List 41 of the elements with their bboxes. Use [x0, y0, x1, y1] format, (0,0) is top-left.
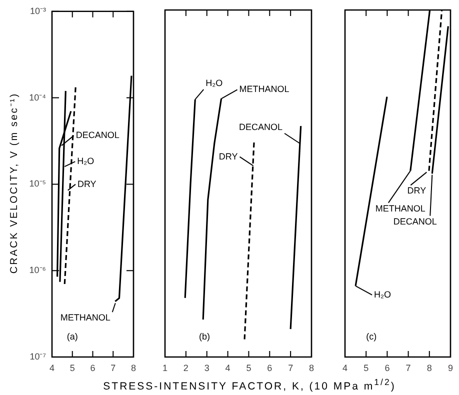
- annotation: DRY: [77, 178, 96, 189]
- x-tick-label: 4: [342, 362, 348, 373]
- annotation: H₂O: [77, 156, 94, 166]
- annotation: DRY: [218, 151, 238, 162]
- x-tick-label: 7: [288, 362, 294, 373]
- x-tick-label: 9: [448, 362, 454, 373]
- annotation: (b): [199, 331, 210, 342]
- y-tick-label: 10⁻⁴: [29, 92, 46, 102]
- x-tick-label: 5: [364, 362, 369, 373]
- annotation: DECANOL: [393, 216, 437, 226]
- annotation: H₂O: [374, 289, 392, 300]
- x-tick-label: 6: [90, 362, 96, 373]
- x-tick-label: 6: [384, 362, 390, 373]
- y-tick-label: 10⁻³: [30, 6, 46, 16]
- x-tick-label: 6: [267, 362, 272, 373]
- y-tick-label: 10⁻⁶: [29, 265, 46, 276]
- y-tick-label: 10⁻⁷: [30, 351, 46, 362]
- annotation: DECANOL: [76, 130, 120, 140]
- annotation: (c): [366, 331, 377, 342]
- x-tick-label: 7: [406, 362, 411, 373]
- x-tick-label: 4: [225, 362, 230, 373]
- annotation: H₂O: [206, 78, 223, 88]
- x-tick-label: 7: [110, 362, 116, 373]
- x-tick-label: 8: [426, 362, 432, 373]
- annotation: (a): [66, 331, 78, 342]
- x-tick-label: 8: [130, 362, 136, 373]
- x-tick-label: 2: [183, 362, 188, 373]
- x-tick-label: 1: [162, 362, 168, 373]
- x-tick-label: 5: [70, 362, 75, 373]
- annotation: DRY: [407, 186, 426, 196]
- annotation: METHANOL: [375, 203, 426, 214]
- y-axis-title: CRACK VELOCITY, V (m sec⁻¹): [8, 92, 20, 274]
- annotation: DECANOL: [239, 122, 283, 132]
- x-tick-label: 3: [204, 362, 210, 373]
- x-tick-label: 8: [308, 362, 314, 373]
- x-axis-title: STRESS-INTENSITY FACTOR, K, (10 MPa m$^{1/2}$): [102, 377, 397, 392]
- annotation: METHANOL: [60, 312, 110, 323]
- y-tick-label: 10⁻⁵: [29, 178, 46, 189]
- annotation: METHANOL: [239, 84, 290, 94]
- x-tick-label: 4: [49, 362, 55, 373]
- x-tick-label: 5: [246, 362, 252, 373]
